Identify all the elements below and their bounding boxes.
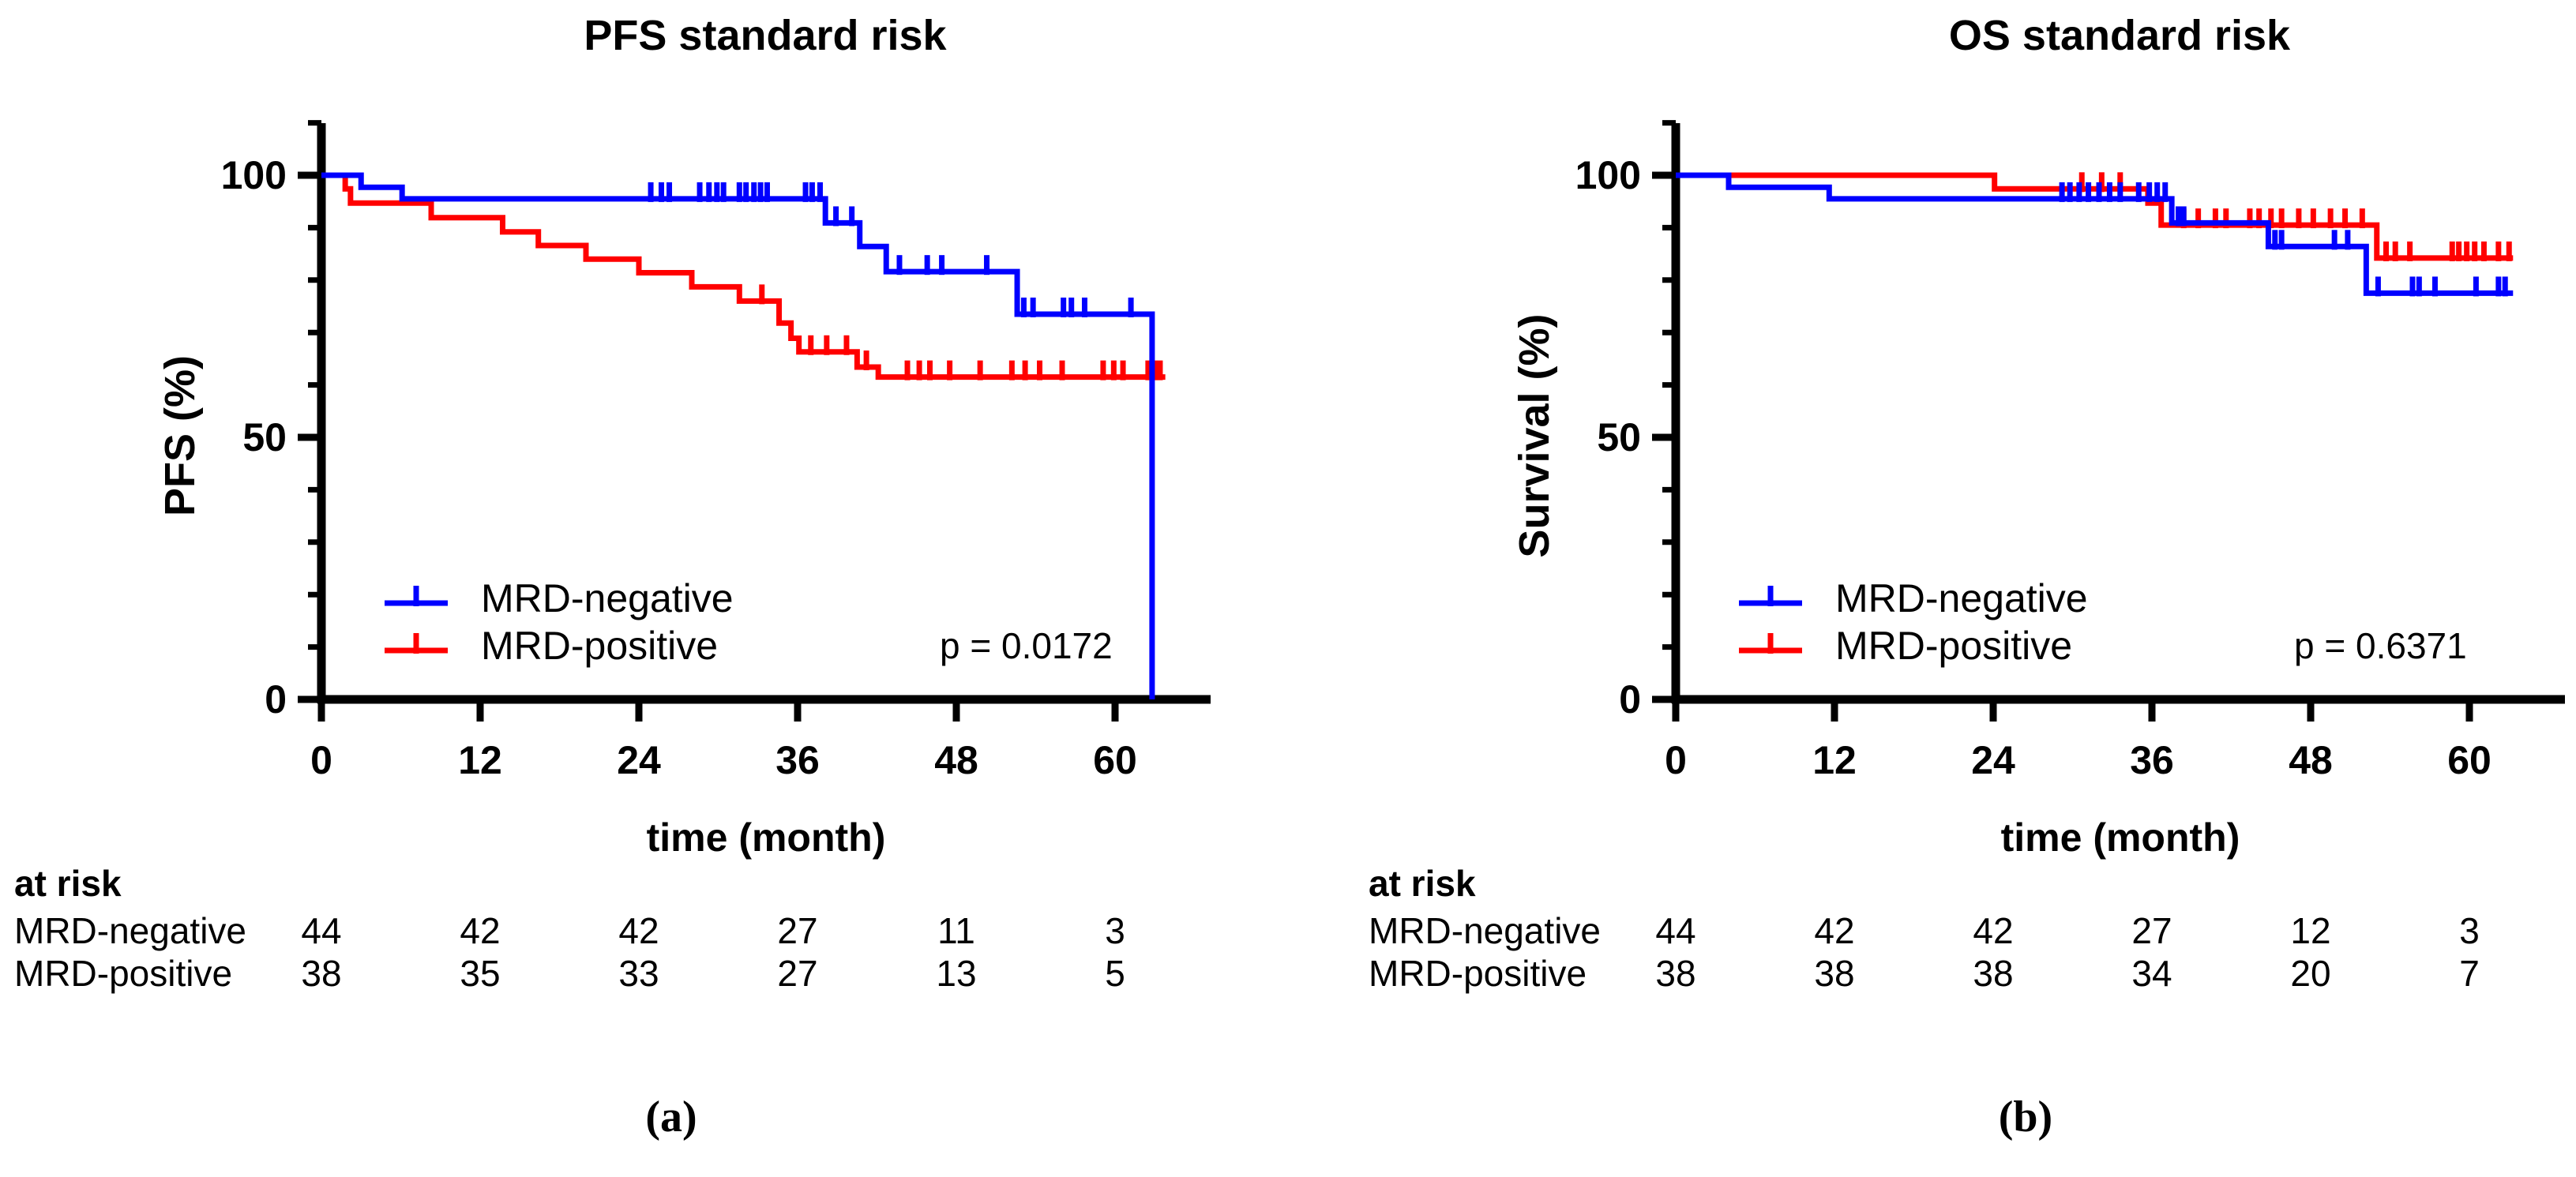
p-value: p = 0.0172 <box>940 625 1113 666</box>
at-risk-row-negative: MRD-negative 44 42 42 27 12 3 <box>1354 910 2576 951</box>
at-risk-header: at risk <box>1369 863 1476 904</box>
svg-text:60: 60 <box>1093 738 1137 782</box>
legend-item-mrd-positive: MRD-positive <box>1737 625 2072 666</box>
at-risk-row-negative: MRD-negative 44 42 42 27 11 3 <box>0 910 1295 951</box>
at-risk-row-positive: MRD-positive 38 38 38 34 20 7 <box>1354 953 2576 994</box>
svg-text:12: 12 <box>458 738 502 782</box>
page-title: PFS standard risk <box>584 12 947 59</box>
legend-label: MRD-negative <box>1835 576 2088 620</box>
at-risk-value: 7 <box>2459 953 2480 994</box>
at-risk-value: 44 <box>301 910 342 951</box>
at-risk-value: 20 <box>2290 953 2331 994</box>
km-plot-os: 0 50 100 0 12 24 36 48 60 <box>1575 120 2565 782</box>
svg-text:36: 36 <box>2130 738 2174 782</box>
at-risk-row-label: MRD-negative <box>1369 910 1601 951</box>
at-risk-row-label: MRD-negative <box>14 910 246 951</box>
at-risk-value: 11 <box>937 910 975 951</box>
at-risk-value: 42 <box>618 910 659 951</box>
x-axis-label: time (month) <box>2000 815 2240 860</box>
censor-line-icon <box>1739 633 1802 654</box>
at-risk-header: at risk <box>14 863 122 904</box>
panel-letter: (a) <box>645 1093 697 1141</box>
at-risk-row-label: MRD-positive <box>14 953 233 994</box>
svg-text:48: 48 <box>934 738 978 782</box>
svg-text:24: 24 <box>617 738 661 782</box>
at-risk-value: 3 <box>1105 910 1125 951</box>
at-risk-value: 5 <box>1105 953 1125 994</box>
svg-text:50: 50 <box>1597 415 1641 459</box>
svg-text:0: 0 <box>310 738 332 782</box>
at-risk-value: 38 <box>1814 953 1855 994</box>
p-value: p = 0.6371 <box>2294 625 2467 666</box>
at-risk-row-positive: MRD-positive 38 35 33 27 13 5 <box>0 953 1295 994</box>
at-risk-value: 13 <box>936 953 977 994</box>
at-risk-value: 38 <box>301 953 342 994</box>
at-risk-value: 27 <box>777 910 818 951</box>
at-risk-value: 38 <box>1655 953 1696 994</box>
at-risk-value: 35 <box>460 953 501 994</box>
svg-text:24: 24 <box>1971 738 2015 782</box>
at-risk-value: 34 <box>2131 953 2172 994</box>
at-risk-value: 42 <box>460 910 501 951</box>
censor-line-icon <box>385 633 448 654</box>
legend-label: MRD-negative <box>481 576 734 620</box>
panel-letter: (b) <box>1998 1093 2053 1141</box>
svg-text:0: 0 <box>1619 677 1641 722</box>
at-risk-value: 27 <box>777 953 818 994</box>
legend-label: MRD-positive <box>481 624 719 668</box>
at-risk-value: 27 <box>2131 910 2172 951</box>
at-risk-value: 12 <box>2290 910 2331 951</box>
svg-text:100: 100 <box>221 153 287 197</box>
svg-text:12: 12 <box>1812 738 1857 782</box>
panel-os: OS standard risk Survival (%) 0 50 100 0 12 2… <box>1354 0 2576 1177</box>
legend-item-mrd-negative: MRD-negative <box>1737 578 2088 619</box>
censor-line-icon <box>1739 586 1802 606</box>
panel-pfs: PFS standard risk PFS (%) 0 50 100 0 12 24 36 4… <box>0 12 1295 1141</box>
km-plot-pfs: 0 50 100 0 12 24 36 48 60 <box>221 120 1211 782</box>
legend-item-mrd-negative: MRD-negative <box>383 578 734 619</box>
legend-label: MRD-positive <box>1835 624 2073 668</box>
svg-text:36: 36 <box>775 738 820 782</box>
at-risk-value: 38 <box>1973 953 2014 994</box>
svg-text:0: 0 <box>265 677 287 722</box>
svg-text:0: 0 <box>1665 738 1687 782</box>
page-title: OS standard risk <box>1948 12 2291 59</box>
at-risk-row-label: MRD-positive <box>1369 953 1587 994</box>
svg-text:48: 48 <box>2289 738 2333 782</box>
svg-text:100: 100 <box>1575 153 1641 197</box>
at-risk-value: 42 <box>1973 910 2014 951</box>
svg-text:50: 50 <box>242 415 287 459</box>
censor-line-icon <box>385 586 448 606</box>
legend-item-mrd-positive: MRD-positive <box>383 625 718 666</box>
at-risk-value: 33 <box>618 953 659 994</box>
at-risk-value: 42 <box>1814 910 1855 951</box>
svg-text:60: 60 <box>2447 738 2492 782</box>
at-risk-value: 3 <box>2459 910 2480 951</box>
x-axis-label: time (month) <box>646 815 886 860</box>
at-risk-value: 44 <box>1655 910 1696 951</box>
